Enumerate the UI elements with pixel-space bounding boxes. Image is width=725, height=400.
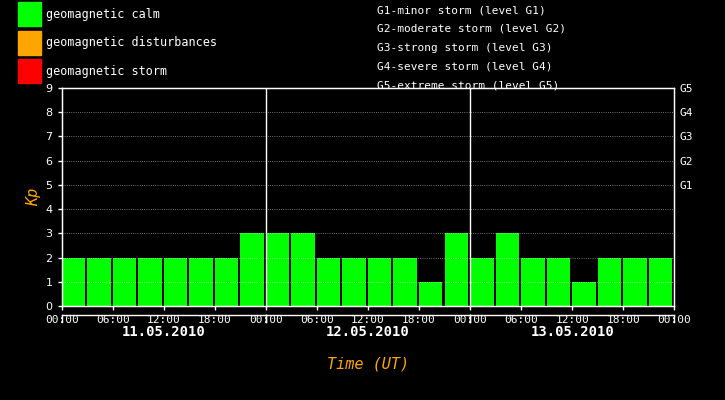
Bar [164,258,187,306]
Bar [394,258,417,306]
Text: G1-minor storm (level G1): G1-minor storm (level G1) [377,5,545,15]
Bar [62,258,85,306]
Text: geomagnetic calm: geomagnetic calm [46,8,160,21]
Bar [444,233,468,306]
Bar [18,31,41,55]
Text: G2-moderate storm (level G2): G2-moderate storm (level G2) [377,24,566,34]
Text: G3-strong storm (level G3): G3-strong storm (level G3) [377,43,552,53]
Bar [112,258,136,306]
Bar [317,258,340,306]
Bar [342,258,366,306]
Bar [496,233,519,306]
Text: geomagnetic disturbances: geomagnetic disturbances [46,36,218,49]
Bar [624,258,647,306]
Bar [215,258,239,306]
Bar [597,258,621,306]
Y-axis label: Kp: Kp [26,188,41,206]
Bar [291,233,315,306]
Text: Time (UT): Time (UT) [327,356,409,372]
Bar [572,282,596,306]
Text: G5-extreme storm (level G5): G5-extreme storm (level G5) [377,81,559,91]
Text: G4-severe storm (level G4): G4-severe storm (level G4) [377,62,552,72]
Bar [419,282,442,306]
Text: geomagnetic storm: geomagnetic storm [46,64,167,78]
Bar [649,258,672,306]
Bar [470,258,494,306]
Text: 12.05.2010: 12.05.2010 [326,325,410,339]
Bar [266,233,289,306]
Bar [189,258,212,306]
Bar [547,258,570,306]
Bar [138,258,162,306]
Bar [18,2,41,26]
Bar [368,258,392,306]
Text: 13.05.2010: 13.05.2010 [530,325,614,339]
Bar [240,233,264,306]
Bar [87,258,111,306]
Bar [521,258,544,306]
Text: 11.05.2010: 11.05.2010 [122,325,206,339]
Bar [18,59,41,83]
